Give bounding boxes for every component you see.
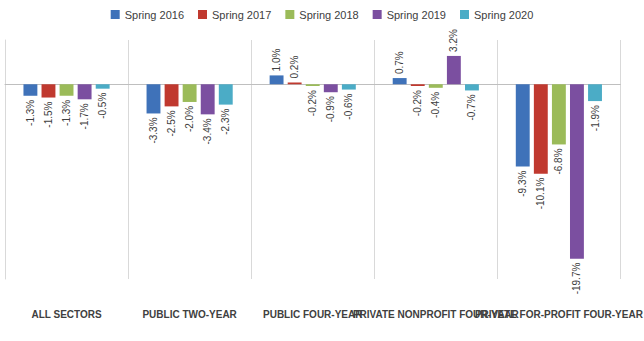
svg-text:-9.3%: -9.3% (517, 170, 528, 196)
svg-text:-2.3%: -2.3% (220, 109, 231, 135)
svg-text:-0.9%: -0.9% (325, 96, 336, 122)
svg-text:-0.5%: -0.5% (97, 93, 108, 119)
svg-text:-3.3%: -3.3% (148, 117, 159, 143)
svg-text:PUBLIC TWO-YEAR: PUBLIC TWO-YEAR (142, 309, 237, 320)
svg-text:Spring 2018: Spring 2018 (299, 9, 358, 21)
svg-text:PRIVATE FOR-PROFIT FOUR-YEAR: PRIVATE FOR-PROFIT FOUR-YEAR (475, 309, 644, 320)
svg-text:Spring 2016: Spring 2016 (125, 9, 184, 21)
svg-text:-2.5%: -2.5% (166, 110, 177, 136)
svg-text:Spring 2017: Spring 2017 (212, 9, 271, 21)
svg-text:-19.7%: -19.7% (571, 263, 582, 295)
svg-text:-10.1%: -10.1% (535, 178, 546, 210)
svg-text:PUBLIC FOUR-YEAR: PUBLIC FOUR-YEAR (263, 309, 363, 320)
svg-text:-1.5%: -1.5% (43, 101, 54, 127)
svg-text:-1.9%: -1.9% (590, 105, 601, 131)
svg-text:-0.6%: -0.6% (343, 93, 354, 119)
svg-text:-1.3%: -1.3% (61, 100, 72, 126)
svg-text:-0.2%: -0.2% (412, 90, 423, 116)
svg-text:Spring 2020: Spring 2020 (474, 9, 533, 21)
svg-text:-1.3%: -1.3% (25, 100, 36, 126)
svg-text:0.2%: 0.2% (289, 56, 300, 79)
svg-text:-6.8%: -6.8% (553, 148, 564, 174)
svg-text:-1.7%: -1.7% (79, 103, 90, 129)
svg-text:1.0%: 1.0% (271, 49, 282, 72)
svg-text:0.7%: 0.7% (394, 51, 405, 74)
svg-text:3.2%: 3.2% (448, 29, 459, 52)
svg-text:-3.4%: -3.4% (202, 118, 213, 144)
svg-text:-2.0%: -2.0% (184, 106, 195, 132)
svg-text:ALL SECTORS: ALL SECTORS (31, 309, 102, 320)
svg-text:PRIVATE NONPROFIT FOUR-YEAR: PRIVATE NONPROFIT FOUR-YEAR (352, 308, 519, 320)
svg-text:-0.7%: -0.7% (466, 94, 477, 120)
svg-text:Spring 2019: Spring 2019 (387, 9, 446, 21)
svg-text:-0.2%: -0.2% (307, 90, 318, 116)
svg-text:-0.4%: -0.4% (430, 92, 441, 118)
